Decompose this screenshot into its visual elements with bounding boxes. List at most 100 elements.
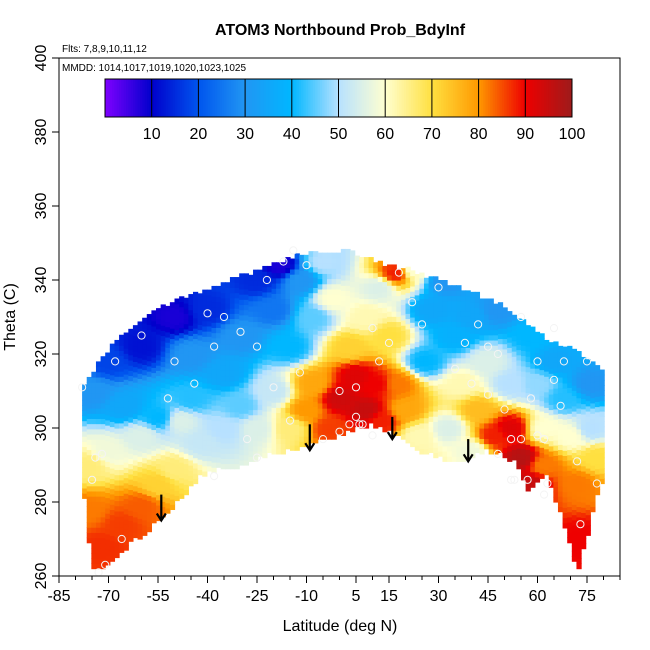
heatmap-cell [331,376,337,383]
heatmap-cell [405,287,411,294]
heatmap-cell [548,450,554,457]
heatmap-cell [119,417,125,424]
heatmap-cell [257,321,263,328]
heatmap-cell [216,420,222,427]
heatmap-cell [488,417,494,424]
observation-point [540,490,549,499]
heatmap-cell [86,465,92,471]
heatmap-cell [188,444,194,451]
heatmap-cell [197,303,203,310]
heatmap-cell [442,285,448,291]
heatmap-cell [502,374,508,381]
heatmap-cell [465,347,471,354]
heatmap-cell [105,461,111,468]
colorbar-tick-label: 40 [283,126,301,143]
heatmap-cell [276,350,282,357]
heatmap-cell [109,442,116,448]
heatmap-cell [160,496,166,502]
heatmap-cell [331,330,337,337]
heatmap-cell [119,453,125,460]
heatmap-cell [280,365,286,372]
heatmap-cell [322,288,328,295]
heatmap-cell [368,329,374,336]
heatmap-cell [239,340,245,347]
heatmap-cell [239,392,245,399]
heatmap-cell [590,439,596,445]
heatmap-cell [169,322,176,329]
heatmap-cell [105,383,111,390]
heatmap-cell [123,503,129,510]
heatmap-cell [197,350,203,357]
heatmap-cell [562,398,568,405]
heatmap-cell [428,405,434,412]
heatmap-cell [192,328,199,334]
heatmap-cell [183,484,189,491]
heatmap-cell [567,475,573,482]
heatmap-cell [165,471,171,478]
heatmap-cell [581,372,587,379]
heatmap-cell [470,369,476,376]
heatmap-cell [423,433,430,439]
heatmap-cell [585,400,591,407]
heatmap-cell [165,450,171,457]
heatmap-cell [511,382,517,388]
heatmap-cell [368,272,374,279]
heatmap-cell [368,257,374,263]
heatmap-cell [142,354,148,360]
heatmap-cell [557,361,564,368]
heatmap-cell [419,272,425,279]
heatmap-cell [585,478,591,485]
heatmap-cell [544,355,550,362]
heatmap-cell [562,382,568,389]
heatmap-cell [530,461,536,468]
heatmap-cell [169,359,176,365]
heatmap-cell [368,288,374,294]
colorbar-cell [403,79,407,117]
heatmap-cell [220,292,226,299]
heatmap-cell [585,514,591,521]
heatmap-cell [525,356,531,362]
heatmap-cell [442,373,448,380]
heatmap-cell [271,438,277,445]
heatmap-cell [557,366,564,373]
heatmap-cell [488,324,494,331]
heatmap-cell [123,368,129,375]
heatmap-cell [206,403,213,410]
heatmap-cell [290,367,296,374]
heatmap-cell [590,444,596,451]
heatmap-cell [179,332,185,339]
heatmap-cell [493,428,499,434]
heatmap-cell [516,339,522,345]
heatmap-cell [336,252,342,259]
heatmap-cell [271,448,277,455]
heatmap-cell [479,443,485,450]
heatmap-cell [479,324,485,331]
heatmap-cell [271,334,277,341]
heatmap-cell [326,387,333,394]
heatmap-cell [229,406,236,413]
heatmap-cell [137,492,143,499]
heatmap-cell [567,454,573,461]
heatmap-cell [280,402,286,408]
heatmap-cell [123,410,129,417]
heatmap-cell [465,399,471,405]
heatmap-cell [123,415,129,422]
heatmap-cell [331,387,337,394]
heatmap-cell [299,301,305,308]
heatmap-cell [391,321,397,328]
heatmap-cell [373,386,379,393]
heatmap-cell [484,428,490,434]
heatmap-cell [128,375,134,382]
heatmap-cell [248,295,254,302]
heatmap-cell [165,321,171,328]
heatmap-cell [142,322,148,329]
heatmap-cell [142,400,148,407]
heatmap-cell [165,393,171,400]
heatmap-cell [377,416,383,422]
heatmap-cell [142,328,148,334]
heatmap-cell [571,400,578,407]
observation-point [507,475,516,484]
heatmap-cell [313,427,319,434]
heatmap-cell [216,456,222,463]
heatmap-cell [534,414,541,421]
